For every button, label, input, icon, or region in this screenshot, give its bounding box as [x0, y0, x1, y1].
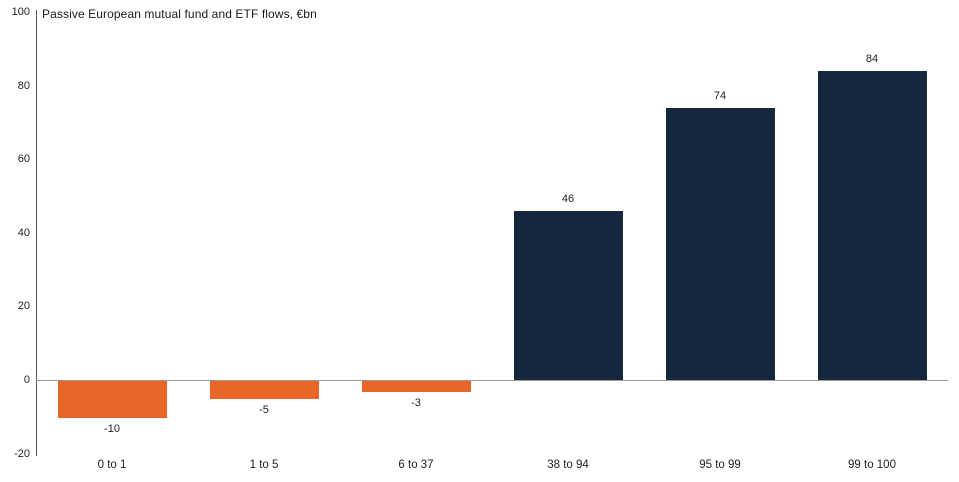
bar-95-to-99: [665, 107, 775, 380]
bar-6-to-37: [361, 381, 471, 393]
x-tick-label: 99 to 100: [848, 459, 896, 471]
y-tick-label: -20: [14, 447, 30, 460]
y-tick-label: 20: [17, 300, 30, 313]
x-tick-label: 0 to 1: [97, 459, 127, 471]
bar-value-label: -3: [411, 397, 421, 410]
y-tick-label: 0: [23, 374, 30, 386]
bar-value-label: -10: [104, 422, 120, 435]
x-tick-label: 38 to 94: [547, 459, 589, 471]
y-tick-label: 60: [17, 153, 30, 166]
bar-value-label: 46: [561, 192, 575, 205]
y-tick-label: 80: [17, 79, 30, 92]
bar-value-label: 74: [713, 89, 727, 102]
bar-value-label: 84: [865, 52, 879, 65]
y-tick-label: 40: [17, 226, 30, 239]
bar-38-to-94: [513, 210, 623, 380]
zero-axis-line: [36, 380, 948, 381]
x-tick-label: 95 to 99: [699, 459, 741, 471]
x-tick-label: 6 to 37: [398, 459, 434, 471]
chart-title: Passive European mutual fund and ETF flo…: [42, 7, 317, 21]
bar-0-to-1: [57, 381, 167, 418]
x-tick-label: 1 to 5: [249, 459, 279, 471]
bar-99-to-100: [817, 70, 927, 380]
bar-1-to-5: [209, 381, 319, 400]
y-tick-label: 100: [11, 6, 30, 18]
bar-value-label: -5: [259, 404, 269, 417]
y-axis-line: [36, 10, 37, 456]
